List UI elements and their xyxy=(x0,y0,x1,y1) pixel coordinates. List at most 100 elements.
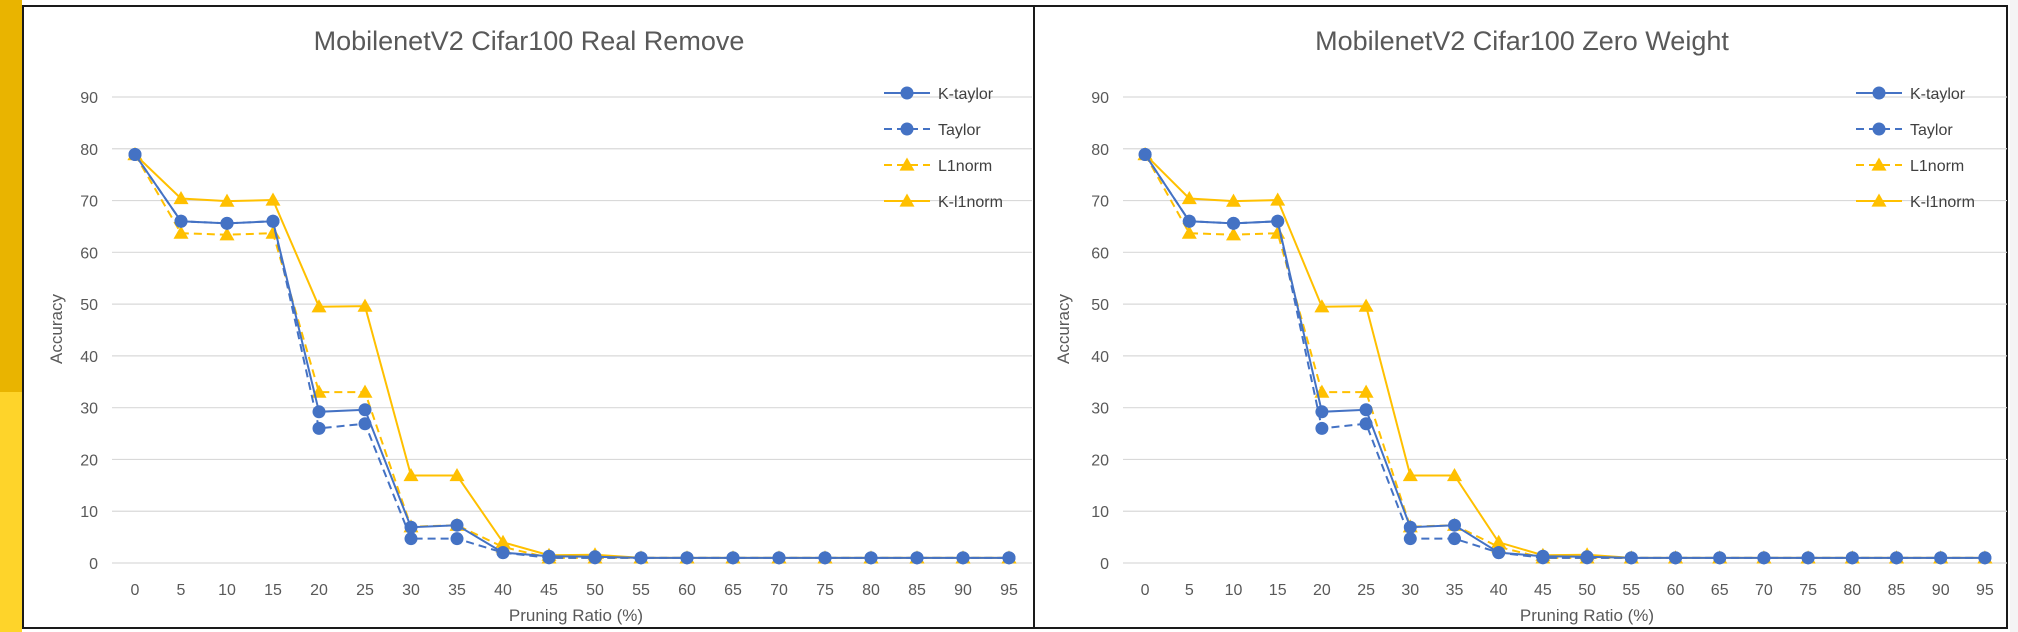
x-tick-label: 35 xyxy=(448,582,466,599)
y-tick-label: 30 xyxy=(80,401,98,418)
data-point xyxy=(1402,467,1418,482)
legend-marker xyxy=(900,122,914,136)
x-tick-label: 95 xyxy=(1000,582,1018,599)
data-point xyxy=(1448,518,1461,532)
data-point xyxy=(450,532,464,546)
chart-divider xyxy=(1033,5,1035,629)
figure-frame xyxy=(22,5,2008,629)
data-point xyxy=(1227,216,1240,230)
legend-label: Taylor xyxy=(938,122,981,139)
data-point xyxy=(1447,467,1462,482)
data-point xyxy=(772,551,786,565)
data-point xyxy=(1226,227,1241,241)
y-tick-label: 40 xyxy=(1091,349,1109,366)
data-point xyxy=(588,550,602,564)
y-tick-label: 80 xyxy=(80,142,98,159)
data-point xyxy=(357,298,373,312)
legend-label: Taylor xyxy=(1910,122,1953,139)
legend-marker xyxy=(899,157,915,171)
x-tick-label: 60 xyxy=(678,582,696,599)
data-point xyxy=(1181,225,1197,239)
x-tick-label: 15 xyxy=(264,582,282,599)
x-tick-label: 45 xyxy=(540,582,558,599)
x-tick-label: 65 xyxy=(724,582,742,599)
legend-marker xyxy=(1872,86,1886,100)
x-tick-label: 55 xyxy=(1622,582,1640,599)
x-tick-label: 45 xyxy=(1534,582,1552,599)
series-line xyxy=(134,153,1009,559)
data-point xyxy=(1448,532,1461,546)
y-tick-label: 10 xyxy=(80,504,98,521)
x-tick-label: 5 xyxy=(177,582,186,599)
data-point xyxy=(174,214,188,228)
chart-zero-weight: MobilenetV2 Cifar100 Zero Weight Accurac… xyxy=(1054,26,2007,625)
x-tick-label: 90 xyxy=(954,582,972,599)
x-tick-label: 80 xyxy=(1843,582,1861,599)
data-point xyxy=(1314,299,1330,313)
data-point xyxy=(1182,214,1196,228)
y-tick-label: 80 xyxy=(1091,142,1109,159)
data-point xyxy=(1890,551,1903,565)
legend-item: L1norm xyxy=(1856,157,1964,175)
data-point xyxy=(403,467,419,482)
data-point xyxy=(219,227,235,241)
x-tick-label: 50 xyxy=(1578,582,1596,599)
data-point xyxy=(496,546,510,560)
data-point xyxy=(818,551,832,565)
series-line xyxy=(1144,153,1985,559)
data-point xyxy=(1580,550,1594,564)
legend-marker xyxy=(900,86,914,100)
legend-item: K-taylor xyxy=(1856,86,1966,103)
legend-label: K-taylor xyxy=(938,86,994,103)
chart-title: MobilenetV2 Cifar100 Real Remove xyxy=(314,26,745,56)
x-tick-label: 0 xyxy=(131,582,140,599)
x-tick-label: 75 xyxy=(1799,582,1817,599)
x-tick-label: 85 xyxy=(908,582,926,599)
x-tick-label: 80 xyxy=(862,582,880,599)
chart-real-remove: MobilenetV2 Cifar100 Real Remove Accurac… xyxy=(47,26,1032,625)
x-tick-label: 20 xyxy=(310,582,328,599)
right-edge-strip xyxy=(2010,0,2018,632)
legend-label: L1norm xyxy=(1910,158,1964,175)
data-point xyxy=(450,518,464,532)
data-point xyxy=(1536,549,1550,563)
data-point xyxy=(266,214,280,228)
x-tick-label: 0 xyxy=(1141,582,1150,599)
x-tick-label: 85 xyxy=(1888,582,1906,599)
data-point xyxy=(1492,546,1506,560)
y-tick-label: 70 xyxy=(1091,194,1109,211)
x-tick-label: 70 xyxy=(1755,582,1773,599)
y-tick-label: 50 xyxy=(1091,297,1109,314)
y-tick-label: 60 xyxy=(80,245,98,262)
legend-marker xyxy=(1871,193,1887,207)
data-point xyxy=(1226,193,1241,207)
legend-marker xyxy=(1872,122,1886,136)
series-k-taylor xyxy=(1138,147,1992,565)
data-point xyxy=(1315,421,1329,435)
legend-item: K-l1norm xyxy=(884,193,1003,211)
data-point xyxy=(1403,520,1417,534)
data-point xyxy=(634,551,648,565)
series-k-taylor xyxy=(128,147,1016,565)
y-tick-label: 90 xyxy=(80,90,98,107)
data-point xyxy=(220,216,234,230)
series-k-l1norm xyxy=(1137,146,1993,564)
y-tick-label: 10 xyxy=(1091,504,1109,521)
data-point xyxy=(1358,384,1374,398)
legend-item: K-taylor xyxy=(884,86,994,103)
y-tick-label: 70 xyxy=(80,194,98,211)
y-axis-label: Accuracy xyxy=(1054,294,1073,364)
data-point xyxy=(1403,532,1417,546)
series-l1norm xyxy=(1137,146,1993,564)
x-tick-label: 60 xyxy=(1667,582,1685,599)
legend-label: L1norm xyxy=(938,158,992,175)
legend-item: Taylor xyxy=(884,122,981,139)
legend-label: K-taylor xyxy=(1910,86,1966,103)
data-point xyxy=(1358,298,1374,312)
data-point xyxy=(128,147,142,161)
x-tick-label: 95 xyxy=(1976,582,1994,599)
data-point xyxy=(956,551,970,565)
data-point xyxy=(358,403,372,417)
x-tick-label: 55 xyxy=(632,582,650,599)
data-point xyxy=(542,549,556,563)
